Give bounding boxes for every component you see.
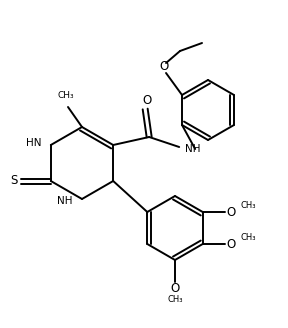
Text: O: O xyxy=(159,59,169,72)
Text: O: O xyxy=(143,94,152,108)
Text: NH: NH xyxy=(185,144,201,154)
Text: CH₃: CH₃ xyxy=(167,296,183,304)
Text: O: O xyxy=(227,237,236,251)
Text: HN: HN xyxy=(26,138,42,148)
Text: NH: NH xyxy=(58,196,73,206)
Text: CH₃: CH₃ xyxy=(241,201,256,211)
Text: S: S xyxy=(10,174,18,188)
Text: O: O xyxy=(227,206,236,218)
Text: O: O xyxy=(170,282,180,296)
Text: CH₃: CH₃ xyxy=(241,234,256,242)
Text: CH₃: CH₃ xyxy=(58,91,74,100)
